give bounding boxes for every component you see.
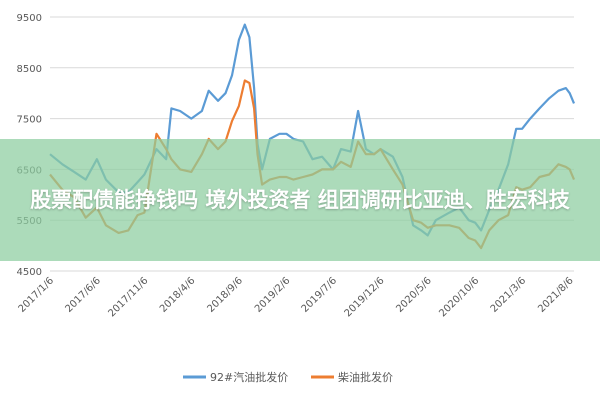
legend: 92#汽油批发价 柴油批发价 xyxy=(183,370,393,384)
y-tick-label: 4500 xyxy=(17,267,42,278)
x-tick-label: 2017/1/6 xyxy=(17,275,57,315)
x-tick-label: 2019/12/6 xyxy=(343,275,387,319)
x-tick-label: 2021/3/6 xyxy=(489,275,529,315)
y-tick-label: 7500 xyxy=(17,115,42,126)
legend-label-diesel: 柴油批发价 xyxy=(338,370,393,384)
legend-label-gasoline: 92#汽油批发价 xyxy=(210,370,288,384)
x-axis-ticks: 2017/1/6 2017/6/6 2017/11/6 2018/4/6 2018/9/… xyxy=(17,275,576,319)
x-tick-label: 2018/9/6 xyxy=(205,275,245,315)
x-tick-label: 2018/4/6 xyxy=(158,275,198,315)
y-tick-label: 9500 xyxy=(17,13,42,24)
banner-title: 股票配债能挣钱吗 境外投资者 组团调研比亚迪、胜宏科技 xyxy=(30,188,570,212)
x-tick-label: 2017/6/6 xyxy=(63,275,103,315)
x-tick-label: 2021/8/6 xyxy=(536,275,576,315)
x-tick-label: 2019/7/6 xyxy=(300,275,340,315)
x-tick-label: 2017/11/6 xyxy=(107,275,151,319)
x-tick-label: 2020/10/6 xyxy=(437,275,481,319)
y-tick-label: 8500 xyxy=(17,64,42,75)
title-banner: 股票配债能挣钱吗 境外投资者 组团调研比亚迪、胜宏科技 xyxy=(0,139,600,261)
x-tick-label: 2019/2/6 xyxy=(253,275,293,315)
x-tick-label: 2020/5/6 xyxy=(394,275,434,315)
